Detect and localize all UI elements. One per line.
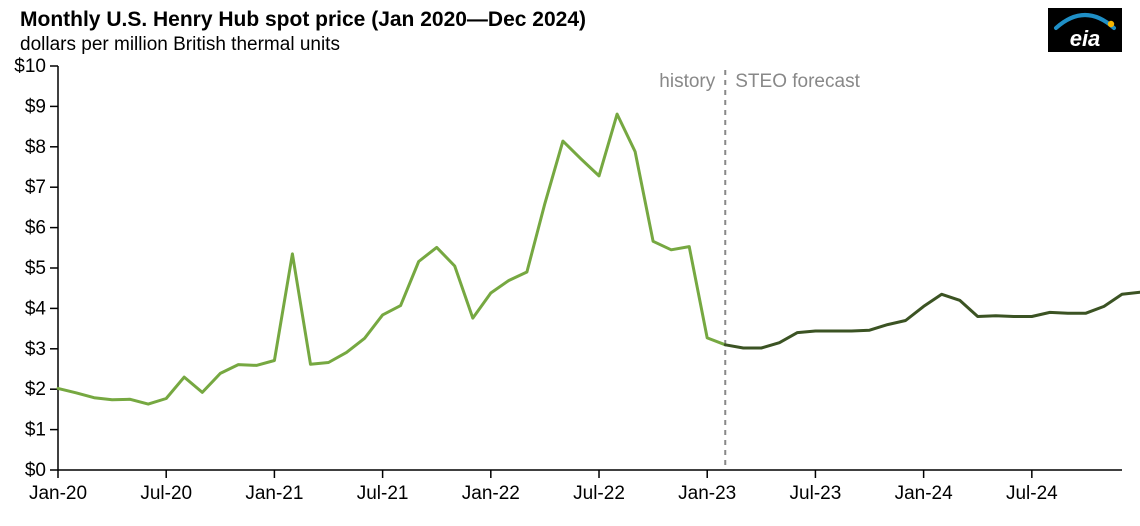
x-tick-label: Jan-23 bbox=[678, 483, 736, 504]
x-tick-label: Jan-21 bbox=[245, 483, 303, 504]
x-tick-label: Jan-24 bbox=[895, 483, 954, 504]
y-tick-label: $3 bbox=[25, 339, 46, 360]
y-tick-label: $4 bbox=[25, 298, 47, 319]
chart-container: Monthly U.S. Henry Hub spot price (Jan 2… bbox=[0, 0, 1140, 526]
x-tick-label: Jul-21 bbox=[357, 483, 409, 504]
x-tick-label: Jan-20 bbox=[29, 483, 87, 504]
x-tick-label: Jul-20 bbox=[140, 483, 192, 504]
x-tick-label: Jan-22 bbox=[462, 483, 520, 504]
y-tick-label: $6 bbox=[25, 218, 46, 239]
series-forecast bbox=[725, 292, 1140, 348]
region-label-forecast: STEO forecast bbox=[735, 71, 860, 92]
series-history bbox=[58, 114, 725, 404]
chart-plot: $0 $1 $2 $3 $4 $5 $6 $7 $8 $9 $10 Jan-20 Jul-20 Jan-2… bbox=[0, 0, 1140, 526]
y-tick-label: $7 bbox=[25, 177, 46, 198]
x-tick-label: Jul-23 bbox=[790, 483, 842, 504]
y-tick-label: $5 bbox=[25, 258, 46, 279]
y-tick-label: $9 bbox=[25, 96, 46, 117]
x-tick-label: Jul-22 bbox=[573, 483, 625, 504]
y-tick-label: $0 bbox=[25, 460, 46, 481]
y-tick-label: $2 bbox=[25, 379, 46, 400]
y-tick-label: $1 bbox=[25, 420, 46, 441]
y-tick-label: $10 bbox=[14, 56, 46, 77]
x-tick-label: Jul-24 bbox=[1006, 483, 1058, 504]
region-label-history: history bbox=[659, 71, 715, 92]
y-tick-label: $8 bbox=[25, 137, 46, 158]
